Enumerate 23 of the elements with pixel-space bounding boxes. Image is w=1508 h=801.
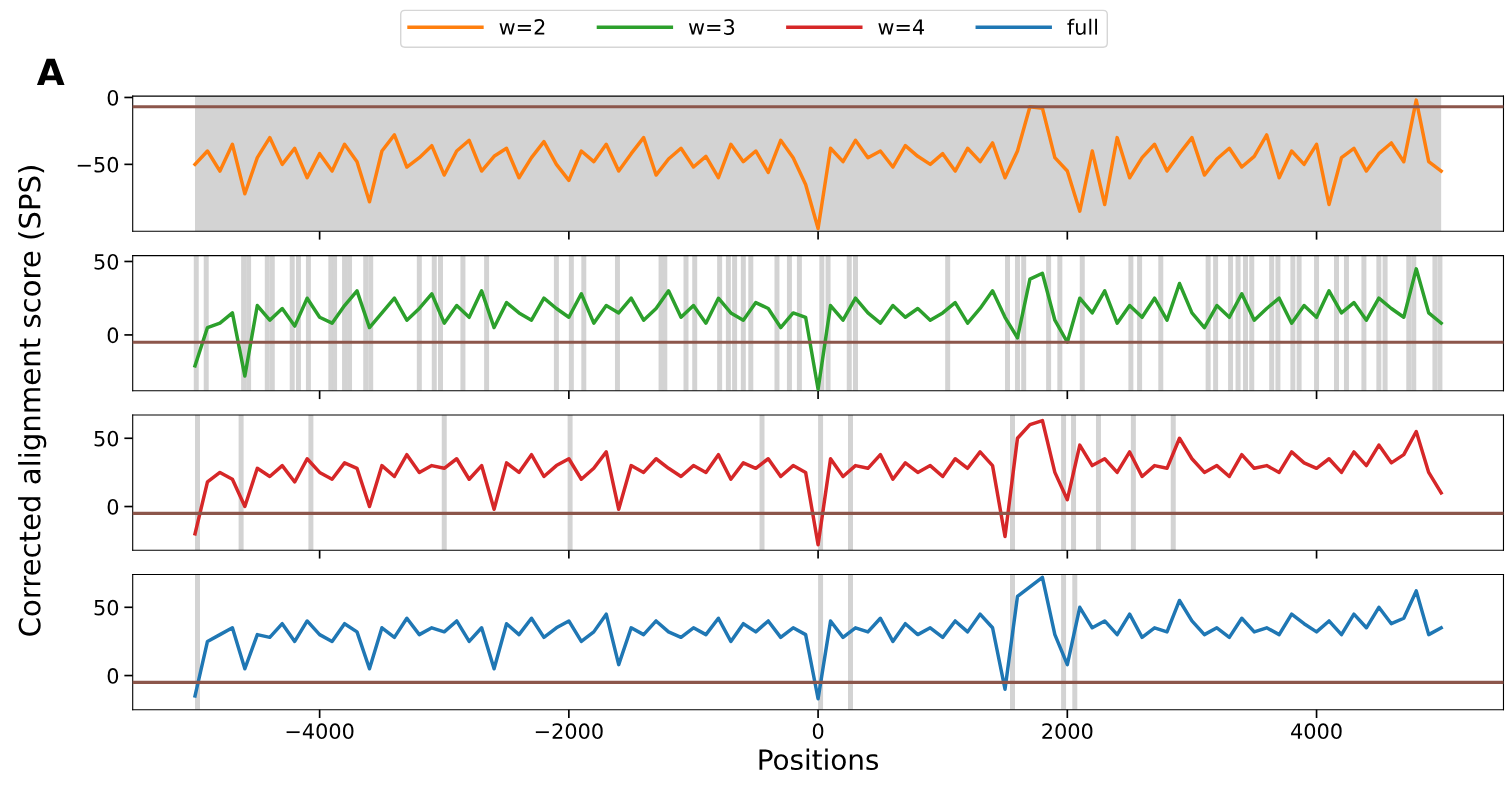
x-tick-label: −2000 — [535, 723, 603, 740]
line-series — [193, 267, 1443, 391]
y-tick-label: 0 — [107, 327, 119, 344]
x-axis-title: Positions — [759, 748, 879, 771]
y-tick-label: 0 — [107, 668, 119, 684]
legend-label: w=3 — [688, 19, 735, 35]
y-axis-title: Corrected alignment score (SPS) — [18, 166, 47, 636]
line-series — [193, 575, 1443, 701]
y-tick-label: 50 — [94, 599, 119, 616]
y-tick-label: 50 — [94, 253, 119, 270]
chart-title: A — [36, 58, 65, 86]
legend-label: w=4 — [878, 19, 925, 35]
y-tick-label: −50 — [77, 156, 119, 173]
legend-label: full — [1067, 18, 1098, 35]
x-tick-label: 2000 — [1042, 723, 1093, 740]
legend-label: w=2 — [499, 19, 545, 35]
x-tick-label: 0 — [812, 723, 824, 740]
y-tick-label: 0 — [107, 498, 119, 515]
x-tick-label: 4000 — [1291, 723, 1342, 740]
line-series — [193, 418, 1443, 547]
y-tick-label: 0 — [107, 89, 119, 106]
y-tick-label: 50 — [94, 430, 119, 447]
x-tick-label: −4000 — [286, 723, 354, 740]
